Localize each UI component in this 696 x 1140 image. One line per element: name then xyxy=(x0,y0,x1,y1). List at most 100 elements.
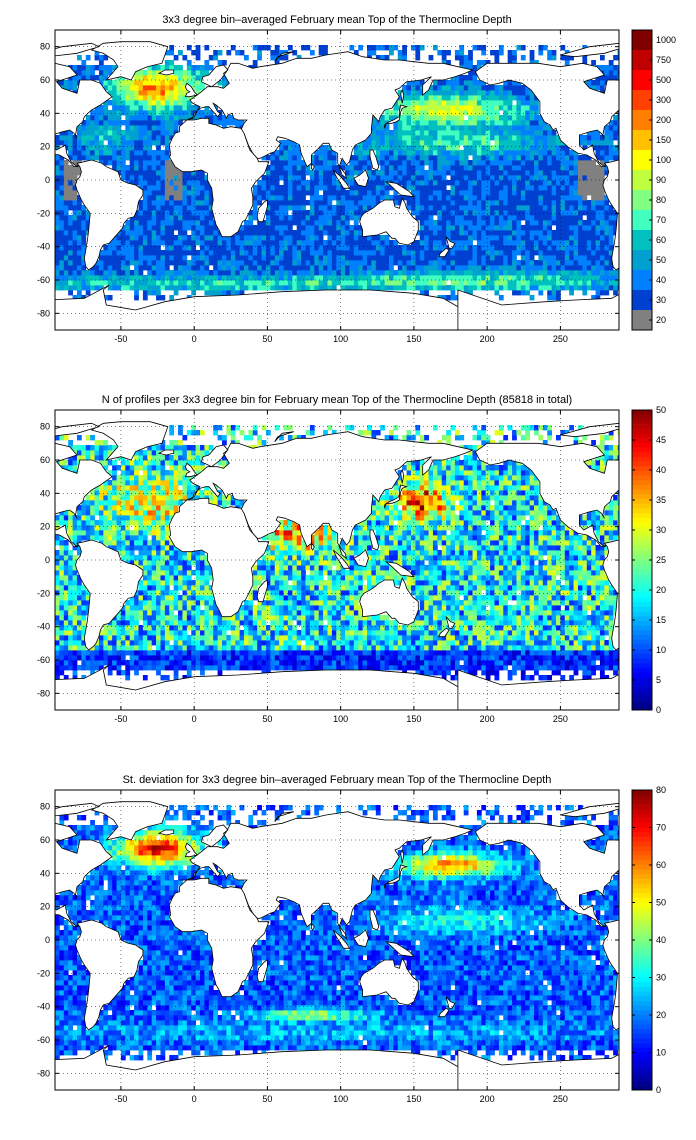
heatmap-cell xyxy=(270,165,276,171)
heatmap-cell xyxy=(191,170,197,176)
heatmap-cell xyxy=(151,155,157,161)
heatmap-cell xyxy=(204,250,210,256)
heatmap-cell xyxy=(389,130,394,136)
heatmap-cell xyxy=(76,255,82,261)
heatmap-cell xyxy=(599,275,605,281)
heatmap-cell xyxy=(415,275,421,281)
heatmap-cell xyxy=(353,160,359,166)
heatmap-cell xyxy=(59,275,65,281)
heatmap-cell xyxy=(309,190,315,196)
heatmap-cell xyxy=(81,225,87,231)
heatmap-cell xyxy=(287,175,293,181)
heatmap-cell xyxy=(213,225,218,231)
heatmap-cell xyxy=(525,210,531,216)
heatmap-cell xyxy=(516,220,522,226)
heatmap-cell xyxy=(441,220,447,226)
x-tick-label: 50 xyxy=(262,334,272,344)
heatmap-cell xyxy=(459,275,465,281)
heatmap-cell xyxy=(551,130,557,136)
heatmap-cell xyxy=(410,665,416,671)
heatmap-cell xyxy=(468,290,473,296)
heatmap-cell xyxy=(94,135,100,141)
heatmap-cell xyxy=(490,230,495,236)
heatmap-cell xyxy=(613,220,618,226)
heatmap-cell xyxy=(595,80,601,86)
heatmap-cell xyxy=(90,670,95,676)
heatmap-cell xyxy=(463,55,469,61)
heatmap-cell xyxy=(551,290,557,296)
heatmap-cell xyxy=(200,660,205,666)
heatmap-cell xyxy=(608,140,614,146)
heatmap-cell xyxy=(112,125,117,131)
colorbar-label: 30 xyxy=(656,295,666,305)
heatmap-cell xyxy=(138,285,144,291)
heatmap-cell xyxy=(345,255,350,261)
heatmap-cell xyxy=(494,95,500,101)
heatmap-cell xyxy=(577,205,583,211)
heatmap-cell xyxy=(371,180,377,186)
heatmap-cell xyxy=(358,275,364,281)
heatmap-cell xyxy=(217,115,223,121)
heatmap-cell xyxy=(384,115,390,121)
heatmap-cell xyxy=(441,160,447,166)
heatmap-cell xyxy=(336,210,342,216)
heatmap-cell xyxy=(120,265,126,271)
heatmap-cell xyxy=(380,180,386,186)
heatmap-cell xyxy=(415,45,421,51)
heatmap-cell xyxy=(362,255,368,261)
heatmap-cell xyxy=(507,160,513,166)
heatmap-cell xyxy=(147,135,153,141)
heatmap-cell xyxy=(595,270,601,276)
heatmap-cell xyxy=(463,135,469,141)
heatmap-cell xyxy=(481,100,487,106)
heatmap-cell xyxy=(59,255,65,261)
heatmap-cell xyxy=(164,140,170,146)
heatmap-cell xyxy=(204,665,210,671)
heatmap-cell xyxy=(441,285,447,291)
heatmap-cell xyxy=(292,250,298,256)
heatmap-cell xyxy=(125,80,131,86)
heatmap-cell xyxy=(402,90,407,96)
heatmap-cell xyxy=(160,90,166,96)
heatmap-cell xyxy=(410,130,416,136)
heatmap-cell xyxy=(362,660,368,666)
heatmap-cell xyxy=(432,135,438,141)
heatmap-cell xyxy=(90,660,95,666)
heatmap-cell xyxy=(534,250,539,256)
heatmap-cell xyxy=(582,250,588,256)
heatmap-cell xyxy=(428,95,434,101)
heatmap-cell xyxy=(367,265,372,271)
heatmap-cell xyxy=(151,215,157,221)
heatmap-cell xyxy=(265,250,271,256)
heatmap-cell xyxy=(389,245,394,251)
heatmap-cell xyxy=(503,275,509,281)
heatmap-cell xyxy=(437,655,443,661)
heatmap-cell xyxy=(560,195,566,201)
heatmap-cell xyxy=(230,660,236,666)
heatmap-cell xyxy=(542,135,548,141)
heatmap-cell xyxy=(384,190,390,196)
heatmap-cell xyxy=(419,265,425,271)
heatmap-cell xyxy=(582,290,588,296)
heatmap-cell xyxy=(468,50,473,56)
heatmap-cell xyxy=(116,285,122,291)
heatmap-cell xyxy=(208,225,214,231)
heatmap-cell xyxy=(129,660,135,666)
heatmap-cell xyxy=(164,235,170,241)
heatmap-cell xyxy=(459,110,465,116)
heatmap-cell xyxy=(428,120,434,126)
heatmap-cell xyxy=(142,165,148,171)
heatmap-cell xyxy=(454,675,460,681)
heatmap-cell xyxy=(292,650,298,656)
heatmap-cell xyxy=(125,130,131,136)
heatmap-cell xyxy=(358,190,364,196)
heatmap-cell xyxy=(613,150,618,156)
heatmap-cell xyxy=(81,140,87,146)
heatmap-cell xyxy=(309,220,315,226)
heatmap-cell xyxy=(68,235,73,241)
heatmap-cell xyxy=(463,105,469,111)
heatmap-cell xyxy=(336,170,342,176)
heatmap-cell xyxy=(380,55,386,61)
heatmap-cell xyxy=(507,655,513,661)
heatmap-cell xyxy=(178,250,183,256)
